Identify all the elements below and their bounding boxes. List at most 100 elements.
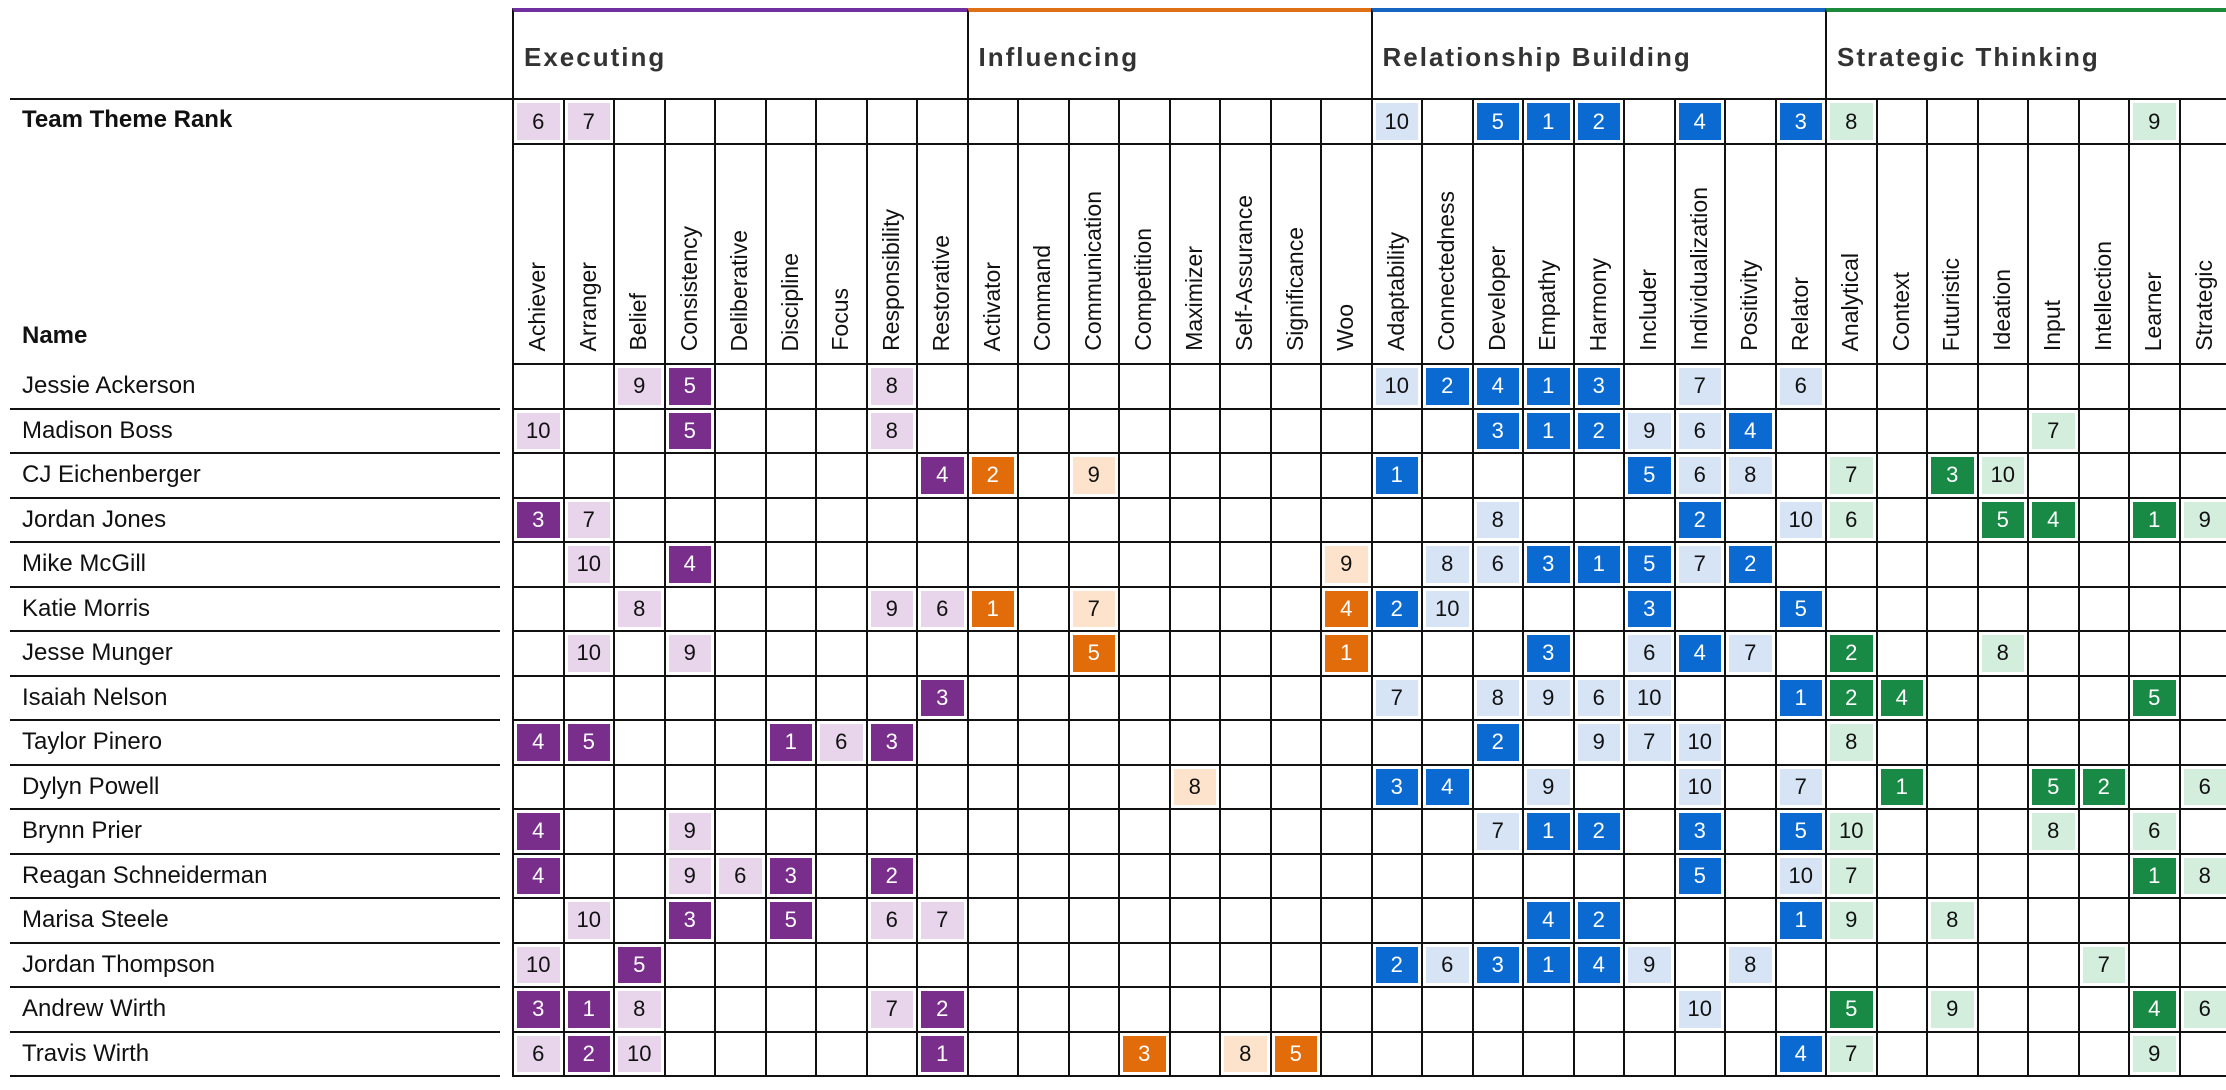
- rank-value: 5: [618, 946, 661, 983]
- rank-cell: [1118, 498, 1169, 543]
- rank-cell: [1825, 543, 1876, 588]
- rank-cell: [1926, 1032, 1977, 1077]
- rank-cell: [512, 543, 563, 588]
- rank-value: 4: [2133, 991, 2176, 1028]
- rank-cell: [1875, 899, 1926, 944]
- rank-value: 4: [1729, 412, 1772, 449]
- rank-cell: [714, 632, 765, 677]
- theme-header-cell: Relator: [1774, 145, 1825, 365]
- rank-cell: 10: [1825, 810, 1876, 855]
- rank-cell: [1926, 765, 1977, 810]
- rank-cell: [1572, 632, 1623, 677]
- rank-cell: [1976, 543, 2027, 588]
- rank-cell: 10: [1370, 365, 1421, 410]
- rank-cell: [1875, 943, 1926, 988]
- rank-cell: 4: [512, 721, 563, 766]
- rank-cell: 7: [1623, 721, 1674, 766]
- rank-cell: [2178, 810, 2226, 855]
- rank-cell: [663, 765, 714, 810]
- rank-cell: [1219, 899, 1270, 944]
- rank-cell: [714, 454, 765, 499]
- rank-cell: [2077, 543, 2128, 588]
- rank-cell: [764, 454, 815, 499]
- rank-cell: [562, 854, 613, 899]
- rank-value: 10: [517, 946, 560, 983]
- person-name: Taylor Pinero: [10, 721, 500, 766]
- rank-value: 7: [567, 103, 610, 140]
- rank-cell: [1269, 632, 1320, 677]
- theme-header-cell: Achiever: [512, 145, 563, 365]
- rank-cell: [2178, 721, 2226, 766]
- rank-cell: 5: [562, 721, 613, 766]
- rank-cell: 10: [1774, 854, 1825, 899]
- person-name: CJ Eichenberger: [10, 454, 500, 499]
- rank-cell: [1724, 988, 1775, 1033]
- rank-cell: 6: [1421, 943, 1472, 988]
- theme-header: Restorative: [928, 234, 954, 351]
- rank-cell: [1976, 365, 2027, 410]
- rank-value: 9: [668, 813, 711, 850]
- rank-value: 1: [1527, 103, 1570, 140]
- rank-cell: 5: [663, 365, 714, 410]
- team-rank-cell: [1926, 100, 1977, 145]
- rank-cell: 9: [1522, 676, 1573, 721]
- rank-cell: [613, 632, 664, 677]
- rank-cell: [815, 676, 866, 721]
- rank-cell: [1269, 765, 1320, 810]
- rank-value: 1: [567, 991, 610, 1028]
- rank-value: 3: [517, 501, 560, 538]
- rank-cell: [1976, 409, 2027, 454]
- rank-value: 7: [1678, 368, 1721, 405]
- rank-cell: 9: [1825, 899, 1876, 944]
- rank-cell: [1118, 365, 1169, 410]
- rank-value: 5: [1476, 103, 1519, 140]
- rank-value: 3: [1931, 457, 1974, 494]
- rank-cell: [613, 899, 664, 944]
- rank-value: 7: [2082, 946, 2125, 983]
- person-name: Brynn Prier: [10, 810, 500, 855]
- rank-cell: [1168, 854, 1219, 899]
- rank-value: 5: [1981, 501, 2024, 538]
- rank-value: 9: [1628, 412, 1671, 449]
- rank-value: 7: [1628, 724, 1671, 761]
- theme-header: Learner: [2140, 271, 2166, 351]
- rank-cell: [2178, 587, 2226, 632]
- rank-cell: 10: [1673, 988, 1724, 1033]
- rank-value: 9: [2183, 501, 2226, 538]
- rank-cell: [1926, 409, 1977, 454]
- rank-cell: [1471, 854, 1522, 899]
- rank-cell: [1017, 721, 1068, 766]
- rank-cell: [916, 765, 967, 810]
- rank-cell: 4: [2027, 498, 2078, 543]
- rank-value: 6: [517, 1035, 560, 1072]
- rank-cell: 7: [1825, 854, 1876, 899]
- rank-cell: [2128, 365, 2179, 410]
- theme-header-cell: Harmony: [1572, 145, 1623, 365]
- rank-cell: 10: [512, 409, 563, 454]
- rank-cell: [613, 498, 664, 543]
- rank-value: 6: [1426, 946, 1469, 983]
- theme-header: Adaptability: [1382, 232, 1409, 351]
- rank-cell: 6: [1471, 543, 1522, 588]
- rank-value: 8: [618, 590, 661, 627]
- rank-cell: [2178, 943, 2226, 988]
- rank-cell: [2128, 765, 2179, 810]
- rank-cell: [512, 676, 563, 721]
- rank-value: 10: [1981, 457, 2024, 494]
- rank-cell: [714, 498, 765, 543]
- rank-cell: [663, 943, 714, 988]
- rank-value: 3: [1628, 590, 1671, 627]
- rank-value: 7: [1779, 768, 1822, 805]
- rank-value: 3: [517, 991, 560, 1028]
- rank-cell: [916, 854, 967, 899]
- team-rank-cell: [1168, 100, 1219, 145]
- rank-cell: [1623, 988, 1674, 1033]
- rank-cell: [613, 810, 664, 855]
- rank-cell: [714, 721, 765, 766]
- rank-cell: 4: [512, 810, 563, 855]
- rank-value: 5: [1628, 457, 1671, 494]
- rank-value: 1: [1779, 902, 1822, 939]
- rank-cell: 8: [613, 988, 664, 1033]
- rank-cell: [562, 587, 613, 632]
- rank-value: 1: [769, 724, 812, 761]
